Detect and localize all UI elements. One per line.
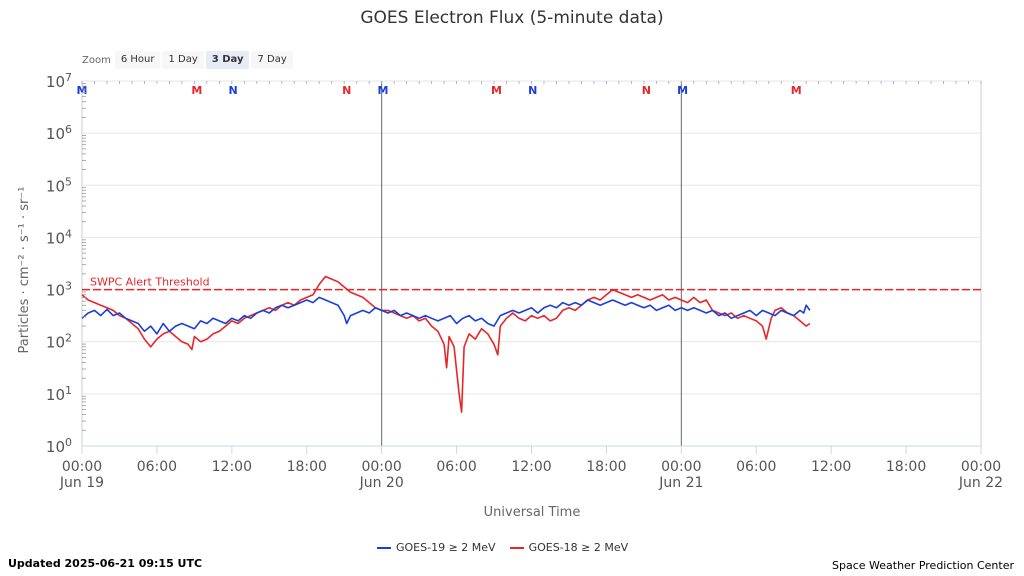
y-tick-label: 100 <box>46 436 72 456</box>
y-tick-label: 105 <box>46 175 72 195</box>
event-marker: M <box>791 84 802 97</box>
x-tick-date-label: Jun 20 <box>359 475 404 491</box>
event-marker: N <box>228 84 237 97</box>
event-marker: N <box>342 84 351 97</box>
plot-area <box>81 80 982 447</box>
x-tick-date-label: Jun 21 <box>658 475 703 491</box>
x-tick-label: 18:00 <box>287 459 327 475</box>
x-tick-label: 12:00 <box>811 459 851 475</box>
legend-label-goes18: GOES-18 ≥ 2 MeV <box>528 541 629 554</box>
x-tick-date-label: Jun 19 <box>59 475 104 491</box>
x-tick-label: 12:00 <box>511 459 551 475</box>
zoom-control: Zoom 6 Hour 1 Day 3 Day 7 Day <box>82 51 295 69</box>
chart-legend: GOES-19 ≥ 2 MeV GOES-18 ≥ 2 MeV <box>377 541 642 554</box>
event-marker: M <box>677 84 688 97</box>
credit-text: Space Weather Prediction Center <box>832 559 1014 572</box>
legend-swatch-goes19 <box>377 546 391 549</box>
series-line-goes19 <box>81 296 811 335</box>
x-tick-label: 18:00 <box>586 459 626 475</box>
legend-item-goes18[interactable]: GOES-18 ≥ 2 MeV <box>509 541 629 554</box>
series-line-goes18 <box>81 275 811 413</box>
x-tick-label: 06:00 <box>736 459 776 475</box>
event-marker: N <box>642 84 651 97</box>
y-axis-label: Particles · cm⁻² · s⁻¹ · sr⁻¹ <box>17 187 32 354</box>
x-tick-label: 06:00 <box>137 459 177 475</box>
x-tick-label: 00:00 <box>961 459 1001 475</box>
y-tick-label: 107 <box>46 71 72 91</box>
legend-swatch-goes18 <box>509 546 524 549</box>
event-marker: M <box>77 84 88 97</box>
zoom-3-day-button[interactable]: 3 Day <box>205 51 250 69</box>
zoom-6-hour-button[interactable]: 6 Hour <box>114 51 161 69</box>
zoom-7-day-button[interactable]: 7 Day <box>251 51 293 69</box>
chart-title: GOES Electron Flux (5-minute data) <box>360 8 663 28</box>
legend-item-goes19[interactable]: GOES-19 ≥ 2 MeV <box>377 541 496 554</box>
y-tick-label: 103 <box>46 280 72 300</box>
x-tick-label: 12:00 <box>212 459 252 475</box>
legend-label-goes19: GOES-19 ≥ 2 MeV <box>396 541 496 554</box>
x-tick-label: 00:00 <box>361 459 401 475</box>
event-marker: N <box>528 84 537 97</box>
event-marker: M <box>491 84 502 97</box>
x-axis-label: Universal Time <box>484 505 581 520</box>
x-tick-date-label: Jun 22 <box>958 475 1003 491</box>
x-tick-label: 00:00 <box>62 459 102 475</box>
y-tick-label: 106 <box>46 123 72 143</box>
event-marker: M <box>191 84 202 97</box>
x-tick-label: 06:00 <box>436 459 476 475</box>
zoom-label: Zoom <box>82 54 111 66</box>
zoom-1-day-button[interactable]: 1 Day <box>162 51 204 69</box>
updated-timestamp: Updated 2025-06-21 09:15 UTC <box>8 557 203 570</box>
alert-threshold-label: SWPC Alert Threshold <box>90 276 210 289</box>
event-marker: M <box>377 84 388 97</box>
y-tick-label: 104 <box>46 227 72 247</box>
y-tick-label: 102 <box>46 332 72 352</box>
x-tick-label: 00:00 <box>661 459 701 475</box>
y-tick-label: 101 <box>46 384 72 404</box>
x-tick-label: 18:00 <box>886 459 926 475</box>
